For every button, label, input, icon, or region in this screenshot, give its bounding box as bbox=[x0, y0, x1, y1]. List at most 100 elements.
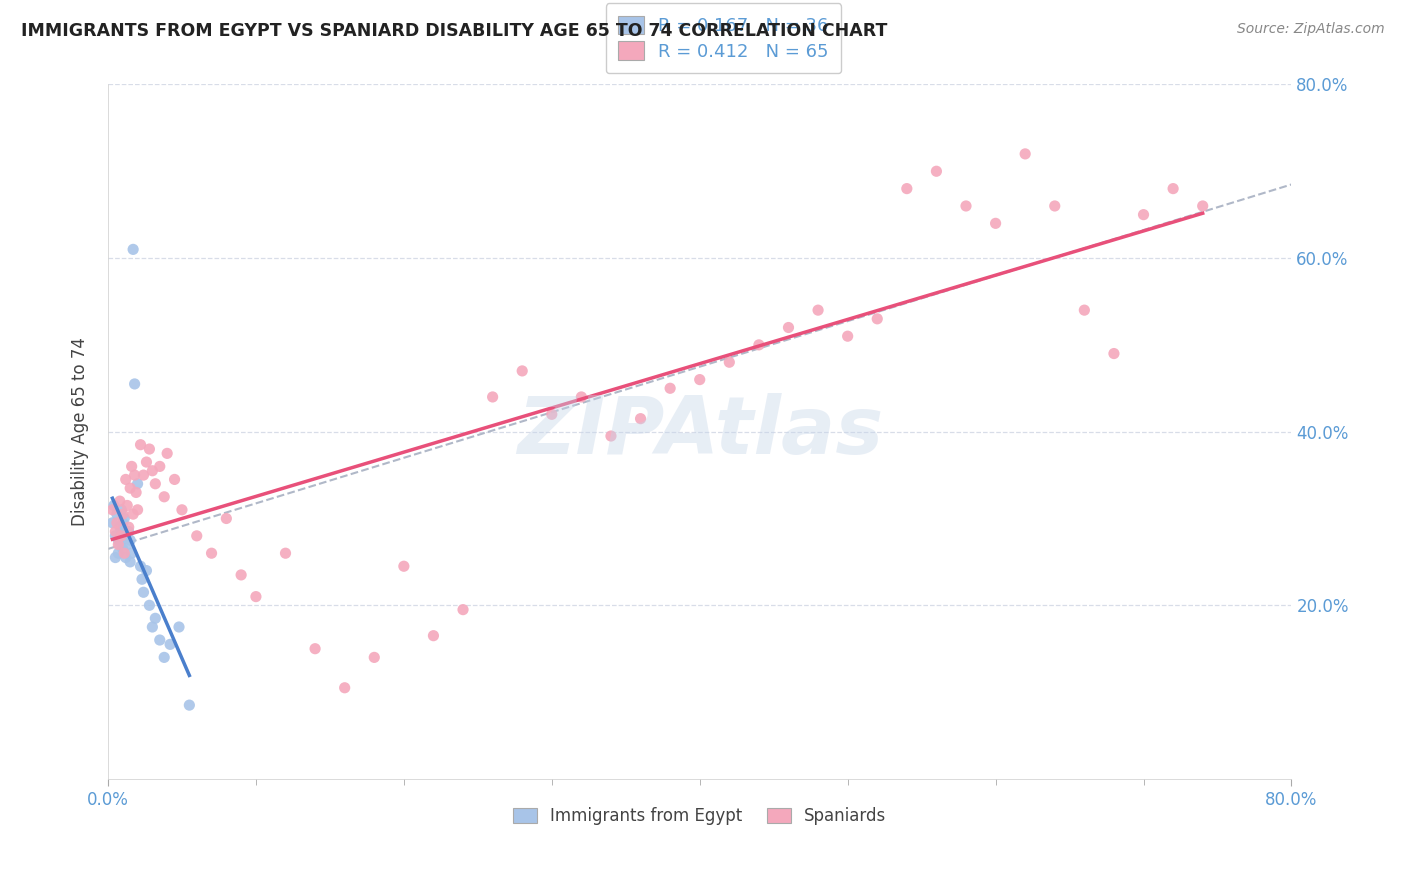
Point bbox=[304, 641, 326, 656]
Point bbox=[129, 559, 152, 574]
Point bbox=[127, 503, 149, 517]
Point bbox=[127, 476, 149, 491]
Point bbox=[153, 650, 176, 665]
Point bbox=[159, 637, 181, 651]
Point bbox=[143, 476, 166, 491]
Point bbox=[718, 355, 741, 369]
Point bbox=[138, 599, 160, 613]
Point bbox=[111, 541, 134, 556]
Point bbox=[1043, 199, 1066, 213]
Point bbox=[104, 529, 127, 543]
Point bbox=[114, 472, 136, 486]
Point bbox=[141, 464, 163, 478]
Point bbox=[186, 529, 208, 543]
Point bbox=[363, 650, 385, 665]
Point bbox=[422, 629, 444, 643]
Point bbox=[1102, 346, 1125, 360]
Point bbox=[659, 381, 682, 395]
Point bbox=[107, 533, 129, 548]
Point bbox=[200, 546, 222, 560]
Point bbox=[120, 533, 142, 548]
Point bbox=[122, 243, 145, 257]
Point bbox=[101, 503, 124, 517]
Point bbox=[600, 429, 623, 443]
Point bbox=[104, 524, 127, 539]
Legend: Immigrants from Egypt, Spaniards: Immigrants from Egypt, Spaniards bbox=[505, 798, 894, 833]
Point bbox=[274, 546, 297, 560]
Point bbox=[108, 520, 131, 534]
Point bbox=[984, 216, 1007, 230]
Point bbox=[135, 455, 157, 469]
Point bbox=[540, 407, 562, 421]
Point bbox=[120, 555, 142, 569]
Point bbox=[107, 546, 129, 560]
Point bbox=[510, 364, 533, 378]
Point bbox=[748, 338, 770, 352]
Point bbox=[124, 468, 146, 483]
Point bbox=[896, 181, 918, 195]
Point bbox=[129, 438, 152, 452]
Point bbox=[122, 507, 145, 521]
Text: ZIPAtlas: ZIPAtlas bbox=[516, 392, 883, 471]
Point bbox=[245, 590, 267, 604]
Point bbox=[149, 633, 172, 648]
Point bbox=[112, 511, 135, 525]
Point bbox=[149, 459, 172, 474]
Point bbox=[1073, 303, 1095, 318]
Point bbox=[103, 499, 125, 513]
Point bbox=[118, 520, 141, 534]
Point bbox=[163, 472, 186, 486]
Point bbox=[118, 524, 141, 539]
Point bbox=[153, 490, 176, 504]
Point bbox=[135, 564, 157, 578]
Point bbox=[110, 529, 132, 543]
Point bbox=[132, 468, 155, 483]
Point bbox=[138, 442, 160, 456]
Point bbox=[925, 164, 948, 178]
Point bbox=[110, 524, 132, 539]
Point bbox=[451, 602, 474, 616]
Point bbox=[1132, 208, 1154, 222]
Text: IMMIGRANTS FROM EGYPT VS SPANIARD DISABILITY AGE 65 TO 74 CORRELATION CHART: IMMIGRANTS FROM EGYPT VS SPANIARD DISABI… bbox=[21, 22, 887, 40]
Point bbox=[1014, 147, 1036, 161]
Point bbox=[333, 681, 356, 695]
Point bbox=[111, 507, 134, 521]
Point bbox=[131, 572, 153, 586]
Point bbox=[630, 411, 652, 425]
Point bbox=[215, 511, 238, 525]
Point bbox=[866, 311, 889, 326]
Point bbox=[114, 529, 136, 543]
Point bbox=[111, 516, 134, 530]
Point bbox=[121, 459, 143, 474]
Point bbox=[125, 485, 148, 500]
Point bbox=[689, 373, 711, 387]
Point bbox=[167, 620, 190, 634]
Point bbox=[108, 537, 131, 551]
Point bbox=[955, 199, 977, 213]
Point bbox=[156, 446, 179, 460]
Point bbox=[114, 550, 136, 565]
Point bbox=[1191, 199, 1213, 213]
Point bbox=[143, 611, 166, 625]
Point bbox=[179, 698, 201, 713]
Point bbox=[115, 499, 138, 513]
Point bbox=[837, 329, 859, 343]
Point bbox=[778, 320, 800, 334]
Point bbox=[121, 546, 143, 560]
Point bbox=[141, 620, 163, 634]
Point bbox=[392, 559, 415, 574]
Point bbox=[807, 303, 830, 318]
Point bbox=[105, 516, 128, 530]
Point bbox=[124, 376, 146, 391]
Point bbox=[1161, 181, 1184, 195]
Point bbox=[105, 507, 128, 521]
Point bbox=[481, 390, 503, 404]
Point bbox=[569, 390, 592, 404]
Point bbox=[170, 503, 193, 517]
Point bbox=[104, 550, 127, 565]
Point bbox=[115, 537, 138, 551]
Point bbox=[101, 516, 124, 530]
Text: Source: ZipAtlas.com: Source: ZipAtlas.com bbox=[1237, 22, 1385, 37]
Point bbox=[112, 546, 135, 560]
Point bbox=[231, 568, 253, 582]
